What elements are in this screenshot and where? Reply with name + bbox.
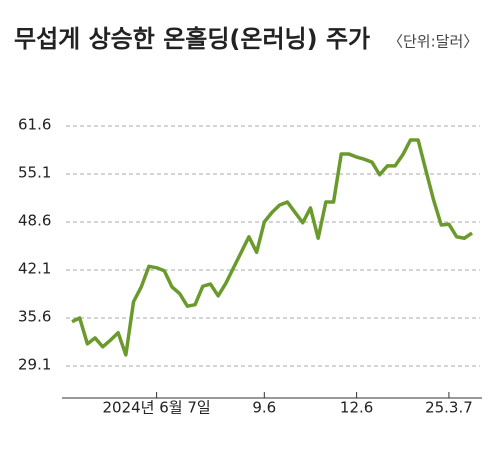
y-tick-label: 42.1 <box>18 260 51 278</box>
price-line <box>71 138 473 357</box>
chart-subtitle: 〈단위:달러〉 <box>388 33 478 51</box>
y-tick-label: 48.6 <box>18 212 51 230</box>
y-tick-label: 29.1 <box>18 356 51 374</box>
x-tick-label: 12.6 <box>340 399 373 417</box>
chart-title: 무섭게 상승한 온홀딩(온러닝) 주가 <box>14 25 370 53</box>
y-tick-label: 35.6 <box>18 308 51 326</box>
x-tick-label: 2024년 6월 7일 <box>103 399 211 417</box>
x-tick-label: 9.6 <box>252 399 276 417</box>
y-tick-label: 61.6 <box>18 116 51 134</box>
y-tick-label: 55.1 <box>18 164 51 182</box>
x-tick-label: 25.3.7 <box>425 399 473 417</box>
